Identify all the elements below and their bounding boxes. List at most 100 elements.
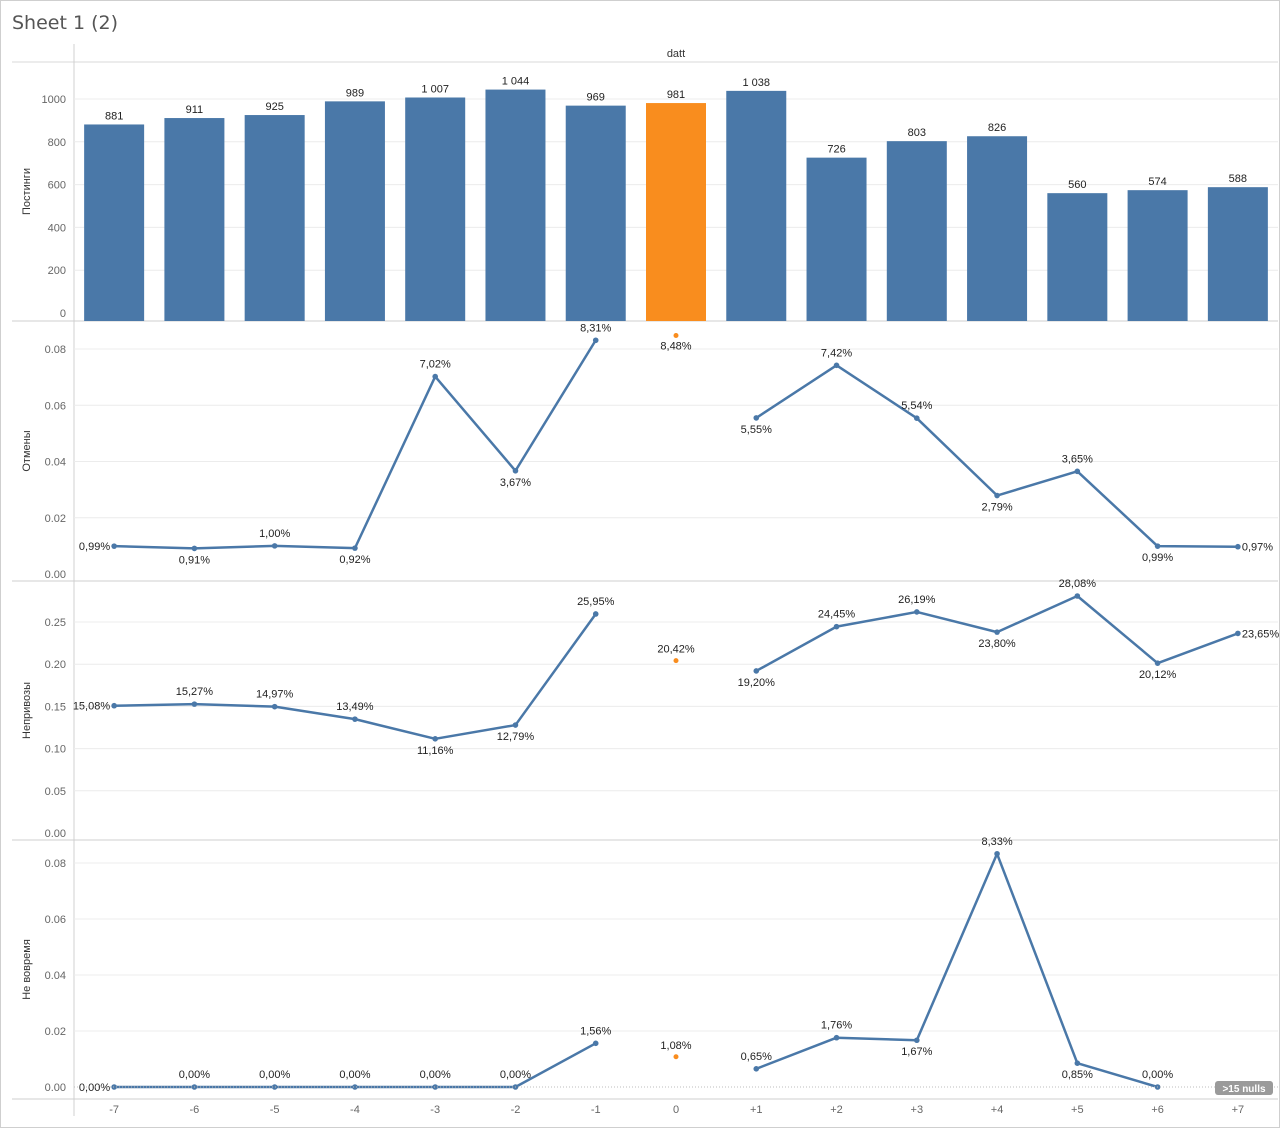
point-value-label: 15,27% bbox=[176, 686, 214, 698]
bar bbox=[324, 101, 385, 321]
bar bbox=[485, 89, 546, 321]
y-axis-title: Не вовремя bbox=[21, 939, 33, 1000]
y-tick-label: 0.04 bbox=[45, 970, 66, 982]
point-value-label: 1,00% bbox=[259, 528, 290, 540]
data-point bbox=[994, 492, 1000, 499]
point-value-label: 0,00% bbox=[500, 1069, 531, 1081]
bar bbox=[967, 136, 1028, 321]
bar-value-label: 989 bbox=[346, 87, 364, 99]
bar bbox=[726, 90, 787, 321]
point-value-label: 8,33% bbox=[981, 836, 1012, 848]
y-tick-label: 0.02 bbox=[45, 513, 66, 525]
point-value-label: 26,19% bbox=[898, 594, 936, 606]
data-point bbox=[833, 623, 840, 630]
bar bbox=[565, 105, 626, 321]
sheet-title: Sheet 1 (2) bbox=[12, 12, 119, 34]
data-point bbox=[1154, 660, 1161, 666]
point-value-label: 0,00% bbox=[179, 1069, 210, 1081]
data-point bbox=[1235, 630, 1241, 637]
point-value-label: 24,45% bbox=[818, 609, 856, 621]
y-tick-label: 0.06 bbox=[45, 914, 66, 926]
series-line bbox=[755, 852, 1158, 1089]
point-value-label: 0,97% bbox=[1242, 542, 1273, 554]
y-tick-label: 0.10 bbox=[45, 744, 66, 756]
point-value-label: 25,95% bbox=[577, 596, 615, 608]
data-point bbox=[271, 1084, 278, 1090]
y-tick-label: 0.08 bbox=[45, 858, 66, 870]
point-value-label: 1,08% bbox=[660, 1040, 691, 1052]
data-point bbox=[914, 415, 920, 421]
series-line bbox=[755, 364, 1238, 548]
y-tick-label: 400 bbox=[48, 222, 66, 234]
nulls-indicator: >15 nulls bbox=[1215, 1081, 1273, 1095]
data-point bbox=[111, 543, 117, 549]
data-point bbox=[512, 467, 519, 474]
x-tick-label: -7 bbox=[109, 1104, 119, 1116]
data-point bbox=[914, 609, 920, 615]
data-point bbox=[432, 736, 439, 742]
x-tick-label: +6 bbox=[1151, 1104, 1164, 1116]
data-point bbox=[191, 701, 198, 707]
data-point bbox=[1074, 468, 1081, 475]
point-value-label: 8,48% bbox=[660, 341, 691, 353]
y-tick-label: 0.20 bbox=[45, 659, 66, 671]
point-value-label: 0,00% bbox=[420, 1069, 451, 1081]
data-point bbox=[111, 702, 117, 709]
data-point bbox=[833, 1034, 840, 1041]
point-value-label: 1,56% bbox=[580, 1025, 611, 1037]
point-value-label: 5,55% bbox=[741, 424, 772, 436]
bar bbox=[164, 118, 225, 322]
bar-value-label: 560 bbox=[1068, 179, 1086, 191]
data-point bbox=[352, 716, 358, 722]
point-value-label: 0,92% bbox=[339, 554, 370, 566]
y-axis-title: Постинги bbox=[21, 168, 33, 215]
nulls-badge-bg bbox=[1215, 1081, 1273, 1095]
bar bbox=[806, 157, 867, 321]
bar bbox=[1207, 187, 1268, 321]
point-value-label: 2,79% bbox=[981, 502, 1012, 514]
bar bbox=[886, 141, 947, 321]
data-point bbox=[994, 850, 1000, 857]
x-tick-label: -4 bbox=[350, 1104, 360, 1116]
point-value-label: 23,65% bbox=[1242, 628, 1280, 640]
data-point bbox=[673, 333, 679, 338]
data-point bbox=[592, 1040, 599, 1047]
y-tick-label: 600 bbox=[48, 180, 66, 192]
data-point bbox=[1154, 543, 1161, 549]
data-point bbox=[753, 668, 760, 674]
y-tick-label: 0.25 bbox=[45, 617, 66, 629]
bar bbox=[244, 115, 305, 321]
point-value-label: 8,31% bbox=[580, 322, 611, 334]
data-point bbox=[673, 1054, 679, 1060]
point-value-label: 0,91% bbox=[179, 554, 210, 566]
bar-value-label: 726 bbox=[827, 144, 845, 156]
bar-value-label: 881 bbox=[105, 110, 123, 122]
x-tick-label: +2 bbox=[830, 1104, 843, 1116]
point-value-label: 0,00% bbox=[79, 1082, 110, 1094]
x-tick-label: -5 bbox=[270, 1104, 280, 1116]
data-point bbox=[432, 373, 439, 380]
data-point bbox=[592, 611, 599, 617]
point-value-label: 1,67% bbox=[901, 1046, 932, 1058]
data-point bbox=[512, 722, 519, 728]
data-point bbox=[753, 415, 760, 421]
point-value-label: 0,85% bbox=[1062, 1069, 1093, 1081]
point-value-label: 0,65% bbox=[741, 1051, 772, 1063]
point-value-label: 13,49% bbox=[336, 701, 374, 713]
y-axis-title: Отмены bbox=[21, 430, 33, 471]
point-value-label: 5,54% bbox=[901, 400, 932, 412]
y-axis-title: Непривозы bbox=[21, 682, 33, 739]
point-value-label: 23,80% bbox=[978, 638, 1016, 650]
bar-value-label: 981 bbox=[667, 89, 685, 101]
data-point bbox=[994, 629, 1000, 635]
data-point bbox=[673, 658, 679, 664]
y-tick-label: 0 bbox=[60, 308, 66, 320]
x-tick-label: +7 bbox=[1232, 1104, 1245, 1116]
bar-value-label: 969 bbox=[587, 92, 605, 104]
point-value-label: 0,00% bbox=[259, 1069, 290, 1081]
point-value-label: 20,12% bbox=[1139, 669, 1177, 681]
bar-value-label: 574 bbox=[1148, 176, 1166, 188]
data-point bbox=[271, 543, 278, 549]
bar-value-label: 1 044 bbox=[502, 76, 530, 88]
